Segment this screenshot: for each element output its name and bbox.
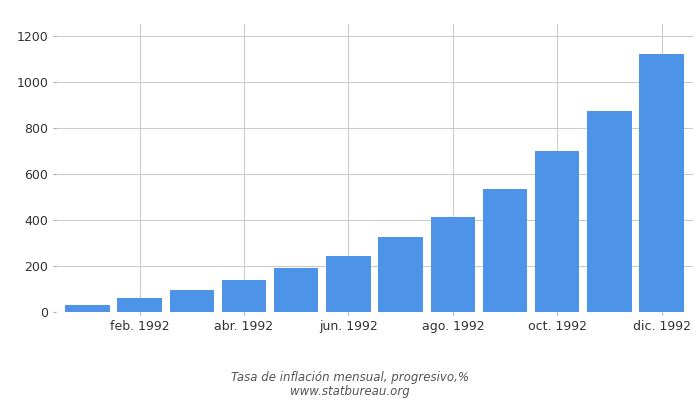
Text: www.statbureau.org: www.statbureau.org [290, 385, 410, 398]
Bar [535, 151, 580, 312]
Bar [326, 256, 370, 312]
Legend: Brasil, 1992: Brasil, 1992 [314, 399, 435, 400]
Bar [169, 290, 214, 312]
Text: Tasa de inflación mensual, progresivo,%: Tasa de inflación mensual, progresivo,% [231, 372, 469, 384]
Bar [65, 305, 109, 312]
Bar [640, 54, 684, 312]
Bar [483, 189, 527, 312]
Bar [222, 280, 266, 312]
Bar [587, 111, 631, 312]
Bar [274, 268, 318, 312]
Bar [379, 237, 423, 312]
Bar [118, 298, 162, 312]
Bar [430, 217, 475, 312]
